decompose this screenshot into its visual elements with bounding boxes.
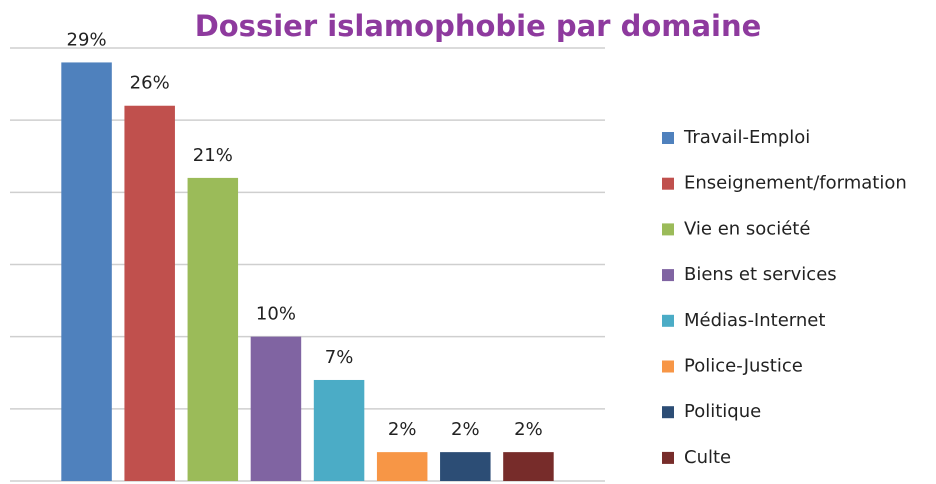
- bar: [440, 452, 491, 481]
- bar: [313, 379, 365, 481]
- legend-swatch: [662, 451, 674, 464]
- bar: [124, 105, 175, 481]
- legend-label: Enseignement/formation: [684, 173, 907, 194]
- legend-swatch: [662, 177, 674, 190]
- data-label: 2%: [514, 419, 543, 440]
- data-label: 2%: [388, 419, 417, 440]
- legend-label: Politique: [684, 401, 761, 422]
- bar: [503, 452, 554, 481]
- legend-swatch: [662, 406, 674, 419]
- chart-title: Dossier islamophobie par domaine: [195, 9, 762, 43]
- data-label: 10%: [256, 304, 296, 325]
- legend-swatch: [662, 269, 674, 282]
- legend-label: Médias-Internet: [684, 310, 825, 331]
- bar: [376, 452, 428, 481]
- legend-label: Travail-Emploi: [683, 127, 810, 148]
- legend-swatch: [662, 132, 674, 144]
- data-label: 21%: [193, 145, 233, 166]
- legend-swatch: [662, 314, 674, 327]
- data-label: 26%: [130, 73, 170, 94]
- data-label: 2%: [451, 419, 480, 440]
- legend-label: Police-Justice: [684, 356, 803, 377]
- bar: [61, 62, 112, 481]
- data-label: 7%: [325, 347, 354, 368]
- legend-label: Culte: [684, 447, 731, 468]
- legend-swatch: [662, 360, 674, 373]
- legend-label: Vie en société: [684, 218, 810, 239]
- bar: [250, 336, 302, 481]
- data-label: 29%: [67, 29, 107, 50]
- bar: [187, 177, 239, 481]
- legend-swatch: [662, 223, 674, 236]
- legend-label: Biens et services: [684, 264, 837, 285]
